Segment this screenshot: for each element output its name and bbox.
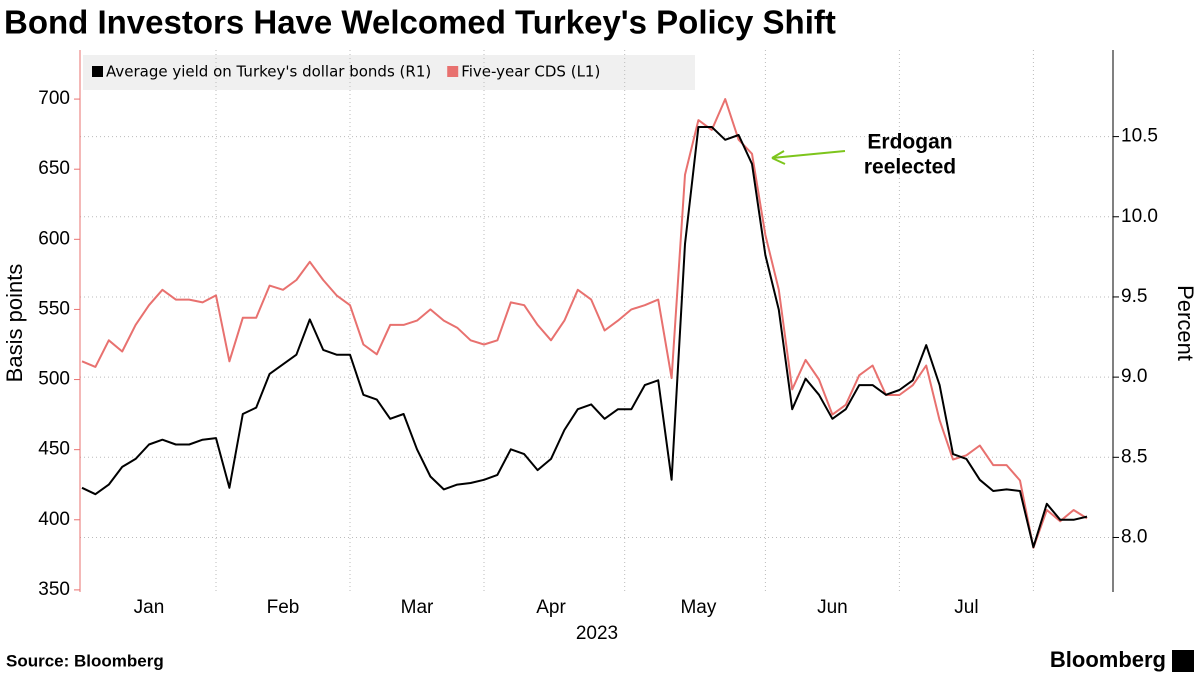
- y2-axis-label: Percent: [1173, 285, 1198, 361]
- annotation: reelected: [864, 156, 956, 179]
- x-tick-label: Apr: [536, 597, 566, 618]
- y-tick-label: 600: [38, 228, 70, 249]
- brand: Bloomberg: [1050, 647, 1166, 672]
- y2-tick-label: 9.5: [1121, 286, 1147, 307]
- y2-tick-label: 10.5: [1121, 126, 1158, 147]
- series-line: [81, 98, 1088, 549]
- brand-icon: [1172, 650, 1194, 672]
- y-tick-label: 450: [38, 439, 70, 460]
- legend-label: Average yield on Turkey's dollar bonds (…: [106, 63, 431, 81]
- annotation-arrowhead: [771, 150, 786, 165]
- x-axis-label: 2023: [576, 623, 618, 644]
- y-tick-label: 550: [38, 298, 70, 319]
- series-line: [81, 126, 1088, 549]
- y-tick-label: 650: [38, 158, 70, 179]
- y2-tick-label: 10.0: [1121, 206, 1158, 227]
- x-tick-label: Jan: [134, 597, 165, 618]
- y2-tick-label: 8.5: [1121, 446, 1147, 467]
- legend-swatch: [447, 66, 459, 77]
- legend-label: Five-year CDS (L1): [461, 63, 600, 81]
- legend-swatch: [92, 66, 103, 77]
- chart-title: Bond Investors Have Welcomed Turkey's Po…: [4, 4, 836, 41]
- y2-tick-label: 9.0: [1121, 366, 1147, 387]
- y-axis-label: Basis points: [2, 264, 27, 383]
- source: Source: Bloomberg: [6, 651, 164, 670]
- x-tick-label: Jun: [817, 597, 848, 618]
- y2-tick-label: 8.0: [1121, 526, 1147, 547]
- y-tick-label: 350: [38, 579, 70, 600]
- annotation: Erdogan: [867, 131, 952, 154]
- x-tick-label: Mar: [401, 597, 434, 618]
- y-tick-label: 700: [38, 88, 70, 109]
- y-tick-label: 400: [38, 509, 70, 530]
- legend-box: [83, 55, 695, 90]
- x-tick-label: Jul: [954, 597, 978, 618]
- annotation-arrow: [771, 150, 846, 159]
- x-tick-label: May: [680, 597, 716, 618]
- x-tick-label: Feb: [267, 597, 300, 618]
- y-tick-label: 500: [38, 369, 70, 390]
